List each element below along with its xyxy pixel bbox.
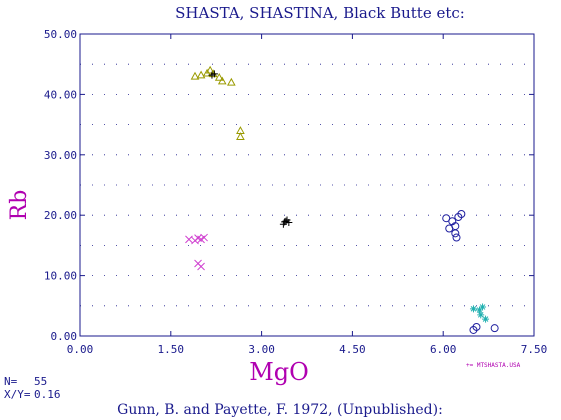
x-tick-label: 6.00 (430, 343, 457, 356)
data-point-circle (451, 229, 460, 238)
data-point-asterisk (477, 311, 485, 319)
data-point-triangle (190, 71, 200, 80)
grid-lines (80, 63, 534, 307)
x-tick-label: 7.50 (521, 343, 548, 356)
data-point-triangle (205, 65, 215, 74)
y-tick-label: 0.00 (51, 330, 78, 343)
y-tick-label: 50.00 (44, 28, 77, 41)
data-point-plus (210, 70, 218, 78)
legend-text: += MTSHASTA.USA (466, 362, 521, 369)
ratio-label: X/Y= (4, 388, 31, 401)
data-point-x (185, 235, 193, 244)
x-tick-label: 4.50 (339, 343, 366, 356)
data-point-triangle (196, 70, 206, 79)
data-points (185, 65, 499, 334)
plot-frame (79, 33, 535, 337)
data-point-asterisk (469, 305, 477, 313)
data-point-plus (282, 217, 290, 225)
y-tick-label: 40.00 (44, 88, 77, 101)
data-point-triangle (236, 132, 245, 140)
x-tick-label: 1.50 (158, 343, 185, 356)
data-point-triangle (214, 72, 224, 81)
data-point-x (200, 233, 208, 242)
data-point-asterisk (482, 315, 490, 323)
data-point-plus (281, 218, 289, 226)
y-tick-label: 20.00 (44, 209, 77, 222)
y-tick-label: 10.00 (44, 270, 77, 283)
data-point-asterisk (476, 306, 484, 314)
data-point-circle (472, 322, 481, 331)
data-point-triangle (217, 76, 227, 85)
data-point-triangle (226, 77, 236, 86)
ratio-value: 0.16 (34, 388, 61, 401)
chart-title: SHASTA, SHASTINA, Black Butte etc: (175, 4, 465, 22)
credit-text: Gunn, B. and Payette, F. 1972, (Unpublis… (117, 402, 443, 418)
data-point-x (197, 262, 205, 271)
x-axis-label: MgO (249, 358, 309, 386)
data-point-circle (490, 324, 499, 333)
y-tick-label: 30.00 (44, 149, 77, 162)
y-axis-label: Rb (7, 190, 32, 221)
n-label: N= (4, 375, 18, 388)
data-point-asterisk (479, 303, 487, 311)
data-point-circle (452, 233, 461, 242)
x-tick-label: 3.00 (248, 343, 275, 356)
data-point-circle (457, 209, 466, 218)
x-tick-label: 0.00 (67, 343, 94, 356)
axis-ticks: 0.00 1.50 3.00 4.50 6.00 7.50 0.00 10.00 20.00 30… (44, 28, 547, 356)
n-value: 55 (34, 375, 47, 388)
